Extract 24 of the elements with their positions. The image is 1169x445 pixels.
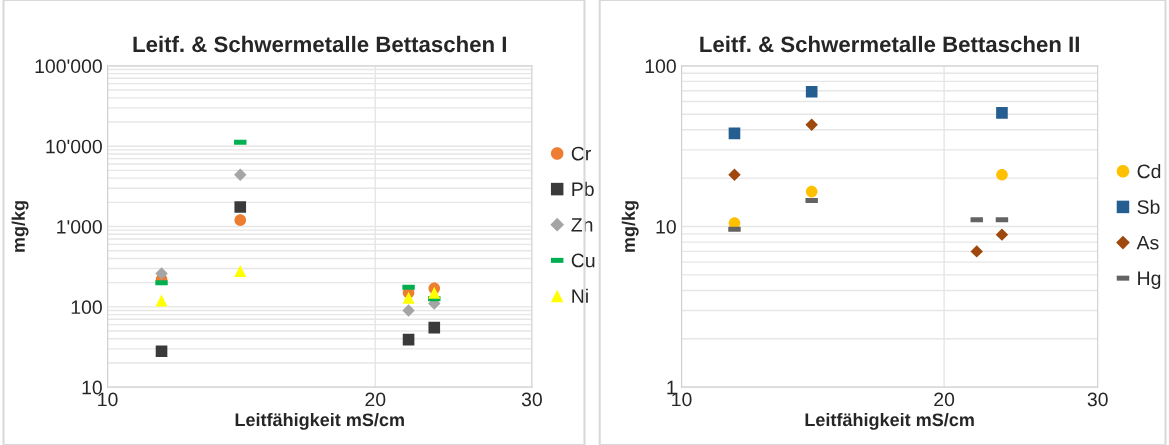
legend-label: Sb — [1137, 199, 1160, 214]
y-axis-title: mg/kg — [621, 201, 639, 252]
x-tick-label: 20 — [365, 392, 386, 407]
legend-label: Cd — [1137, 164, 1161, 179]
legend-label: Ni — [572, 288, 588, 303]
legend-label: Pb — [572, 181, 594, 197]
y-tick-label: 100'000 — [35, 59, 102, 74]
chart-title: Leitf. & Schwermetalle Bettaschen II — [700, 35, 1079, 53]
legend-label: Cr — [571, 146, 591, 161]
legend-label: Cu — [571, 253, 595, 268]
x-axis-title: Leitfähigkeit mS/cm — [805, 412, 974, 430]
legend-label: Hg — [1138, 271, 1161, 290]
y-axis-title: mg/kg — [11, 201, 29, 252]
x-tick-label: 30 — [1087, 392, 1108, 407]
y-tick-label: 100 — [71, 300, 102, 315]
x-axis-title: Leitfähigkeit mS/cm — [235, 412, 404, 430]
x-tick-label: 20 — [934, 392, 955, 407]
y-tick-label: 1'000 — [57, 219, 102, 234]
chart-title: Leitf. & Schwermetalle Bettaschen I — [133, 35, 506, 53]
y-tick-label: 100 — [645, 59, 676, 74]
y-tick-label: 10'000 — [46, 139, 102, 154]
y-tick-label: 10 — [656, 219, 676, 234]
legend-label: As — [1136, 235, 1159, 250]
x-tick-label: 30 — [521, 392, 542, 407]
